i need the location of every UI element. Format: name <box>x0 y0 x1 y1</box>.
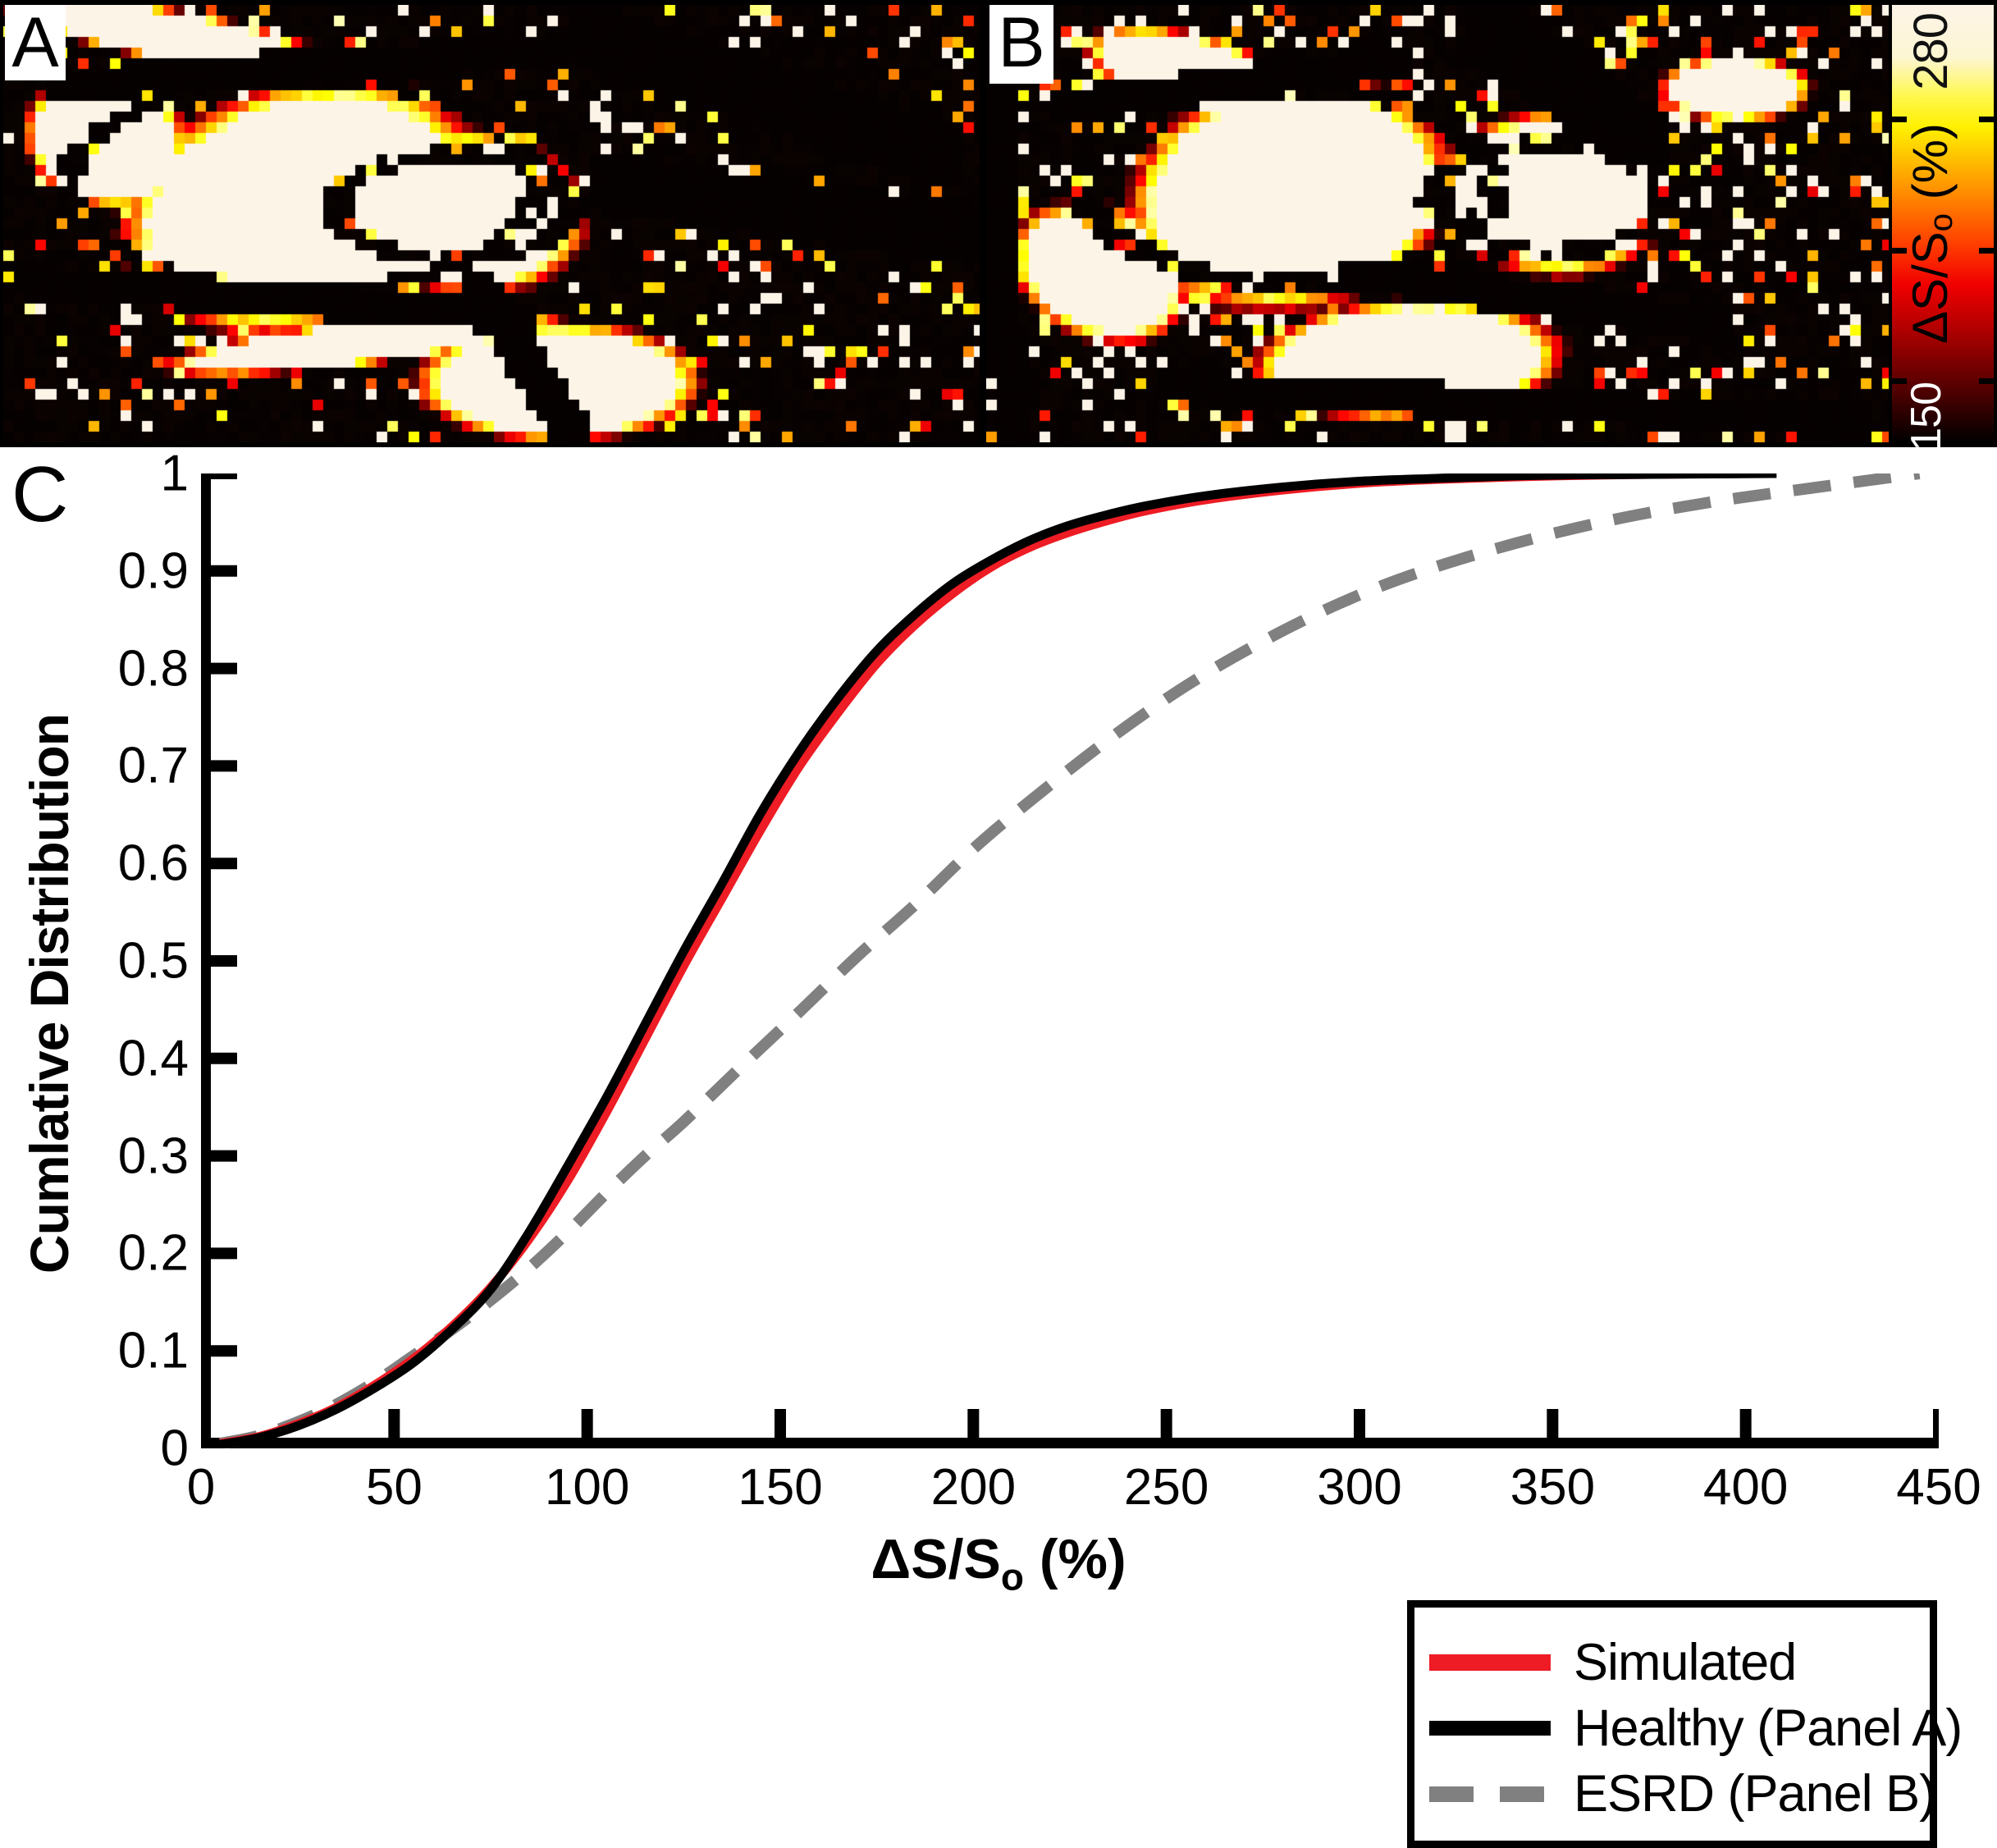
series-line-simulated <box>219 473 1746 1448</box>
x-tick-label: 400 <box>1702 1459 1789 1516</box>
x-tick-label: 450 <box>1896 1459 1981 1516</box>
x-tick-label: 150 <box>738 1459 823 1516</box>
y-tick-label: 0.7 <box>117 737 189 794</box>
x-axis-title-sub: o <box>1000 1555 1024 1599</box>
y-axis-ticklabels: 0 0.1 0.2 0.3 0.4 0.5 0.6 0.7 0.8 0.9 1 <box>57 446 189 1477</box>
x-tick-label: 50 <box>365 1459 423 1516</box>
perfusion-image-strip: A B 280 150 ΔS/So (%) <box>0 0 1997 451</box>
legend-item-healthy: Healthy (Panel A) <box>1429 1699 1963 1757</box>
colorbar-tick <box>1892 378 1907 384</box>
colorbar-tick <box>1892 117 1907 122</box>
colorbar-tick <box>1979 117 1994 122</box>
panel-b-label: B <box>989 5 1053 84</box>
y-tick-label: 0.3 <box>117 1128 189 1185</box>
y-tick-label: 0 <box>160 1420 189 1477</box>
y-tick-label: 0.2 <box>117 1224 189 1282</box>
legend-label-healthy: Healthy (Panel A) <box>1574 1699 1963 1757</box>
plot-svg <box>201 473 1939 1448</box>
legend-swatch-simulated <box>1429 1654 1551 1671</box>
legend-swatch-esrd <box>1429 1786 1551 1802</box>
x-tick-label: 0 <box>186 1459 216 1516</box>
x-axis-title: ΔS/So (%) <box>0 1527 1997 1599</box>
x-tick-label: 200 <box>930 1459 1017 1516</box>
colorbar-max-label: 280 <box>1904 13 1958 90</box>
legend-item-esrd: ESRD (Panel B) <box>1429 1765 1936 1823</box>
colorbar-tick <box>1979 378 1994 384</box>
y-tick-label: 0.1 <box>117 1322 189 1379</box>
y-tick-label: 0.4 <box>117 1030 189 1087</box>
x-axis-ticklabels: 0 50 100 150 200 250 300 350 400 450 <box>187 1458 1981 1524</box>
legend-item-simulated: Simulated <box>1429 1634 1797 1691</box>
x-tick-label: 100 <box>544 1459 630 1516</box>
panel-b-perfusion-map <box>986 5 1889 442</box>
colorbar-title-unit: (%) <box>1903 123 1958 213</box>
colorbar-title-main: ΔS/S <box>1903 231 1958 345</box>
series-line-healthy-panel-a <box>219 473 1777 1448</box>
colorbar-title-sub: o <box>1923 213 1959 232</box>
x-tick-label: 350 <box>1510 1459 1596 1516</box>
panel-c-label: C <box>11 451 69 538</box>
colorbar-tick <box>1892 248 1907 254</box>
colorbar-title: ΔS/So (%) <box>1902 123 1960 344</box>
series-line-esrd-panel-b <box>219 473 1921 1448</box>
panel-a-canvas <box>3 5 980 442</box>
panel-c-chart: C Cumlative Distribution 0 0.1 0.2 0.3 0.4 0.… <box>0 446 1997 1848</box>
x-tick-label: 300 <box>1317 1459 1402 1516</box>
plot-area <box>201 473 1939 1448</box>
x-tick-label: 250 <box>1123 1459 1209 1516</box>
colorbar-tick <box>1979 248 1994 254</box>
colorbar <box>1892 5 1994 442</box>
y-tick-label: 0.6 <box>117 835 189 892</box>
x-axis-title-main: ΔS/S <box>871 1528 1001 1590</box>
legend-label-simulated: Simulated <box>1574 1634 1797 1691</box>
panel-b-canvas <box>986 5 1889 442</box>
y-tick-label: 0.8 <box>117 640 189 698</box>
legend-label-esrd: ESRD (Panel B) <box>1574 1765 1936 1823</box>
legend-swatch-healthy <box>1429 1721 1551 1736</box>
x-axis-title-unit: (%) <box>1023 1528 1126 1590</box>
panel-a-label: A <box>5 5 66 80</box>
panel-a-perfusion-map <box>3 5 980 442</box>
colorbar-min-label: 150 <box>1903 382 1950 451</box>
y-tick-label: 0.5 <box>117 932 189 990</box>
chart-legend: Simulated Healthy (Panel A) ESRD (Panel … <box>1407 1600 1963 1848</box>
y-tick-label: 0.9 <box>117 542 189 600</box>
y-tick-label: 1 <box>160 445 189 502</box>
